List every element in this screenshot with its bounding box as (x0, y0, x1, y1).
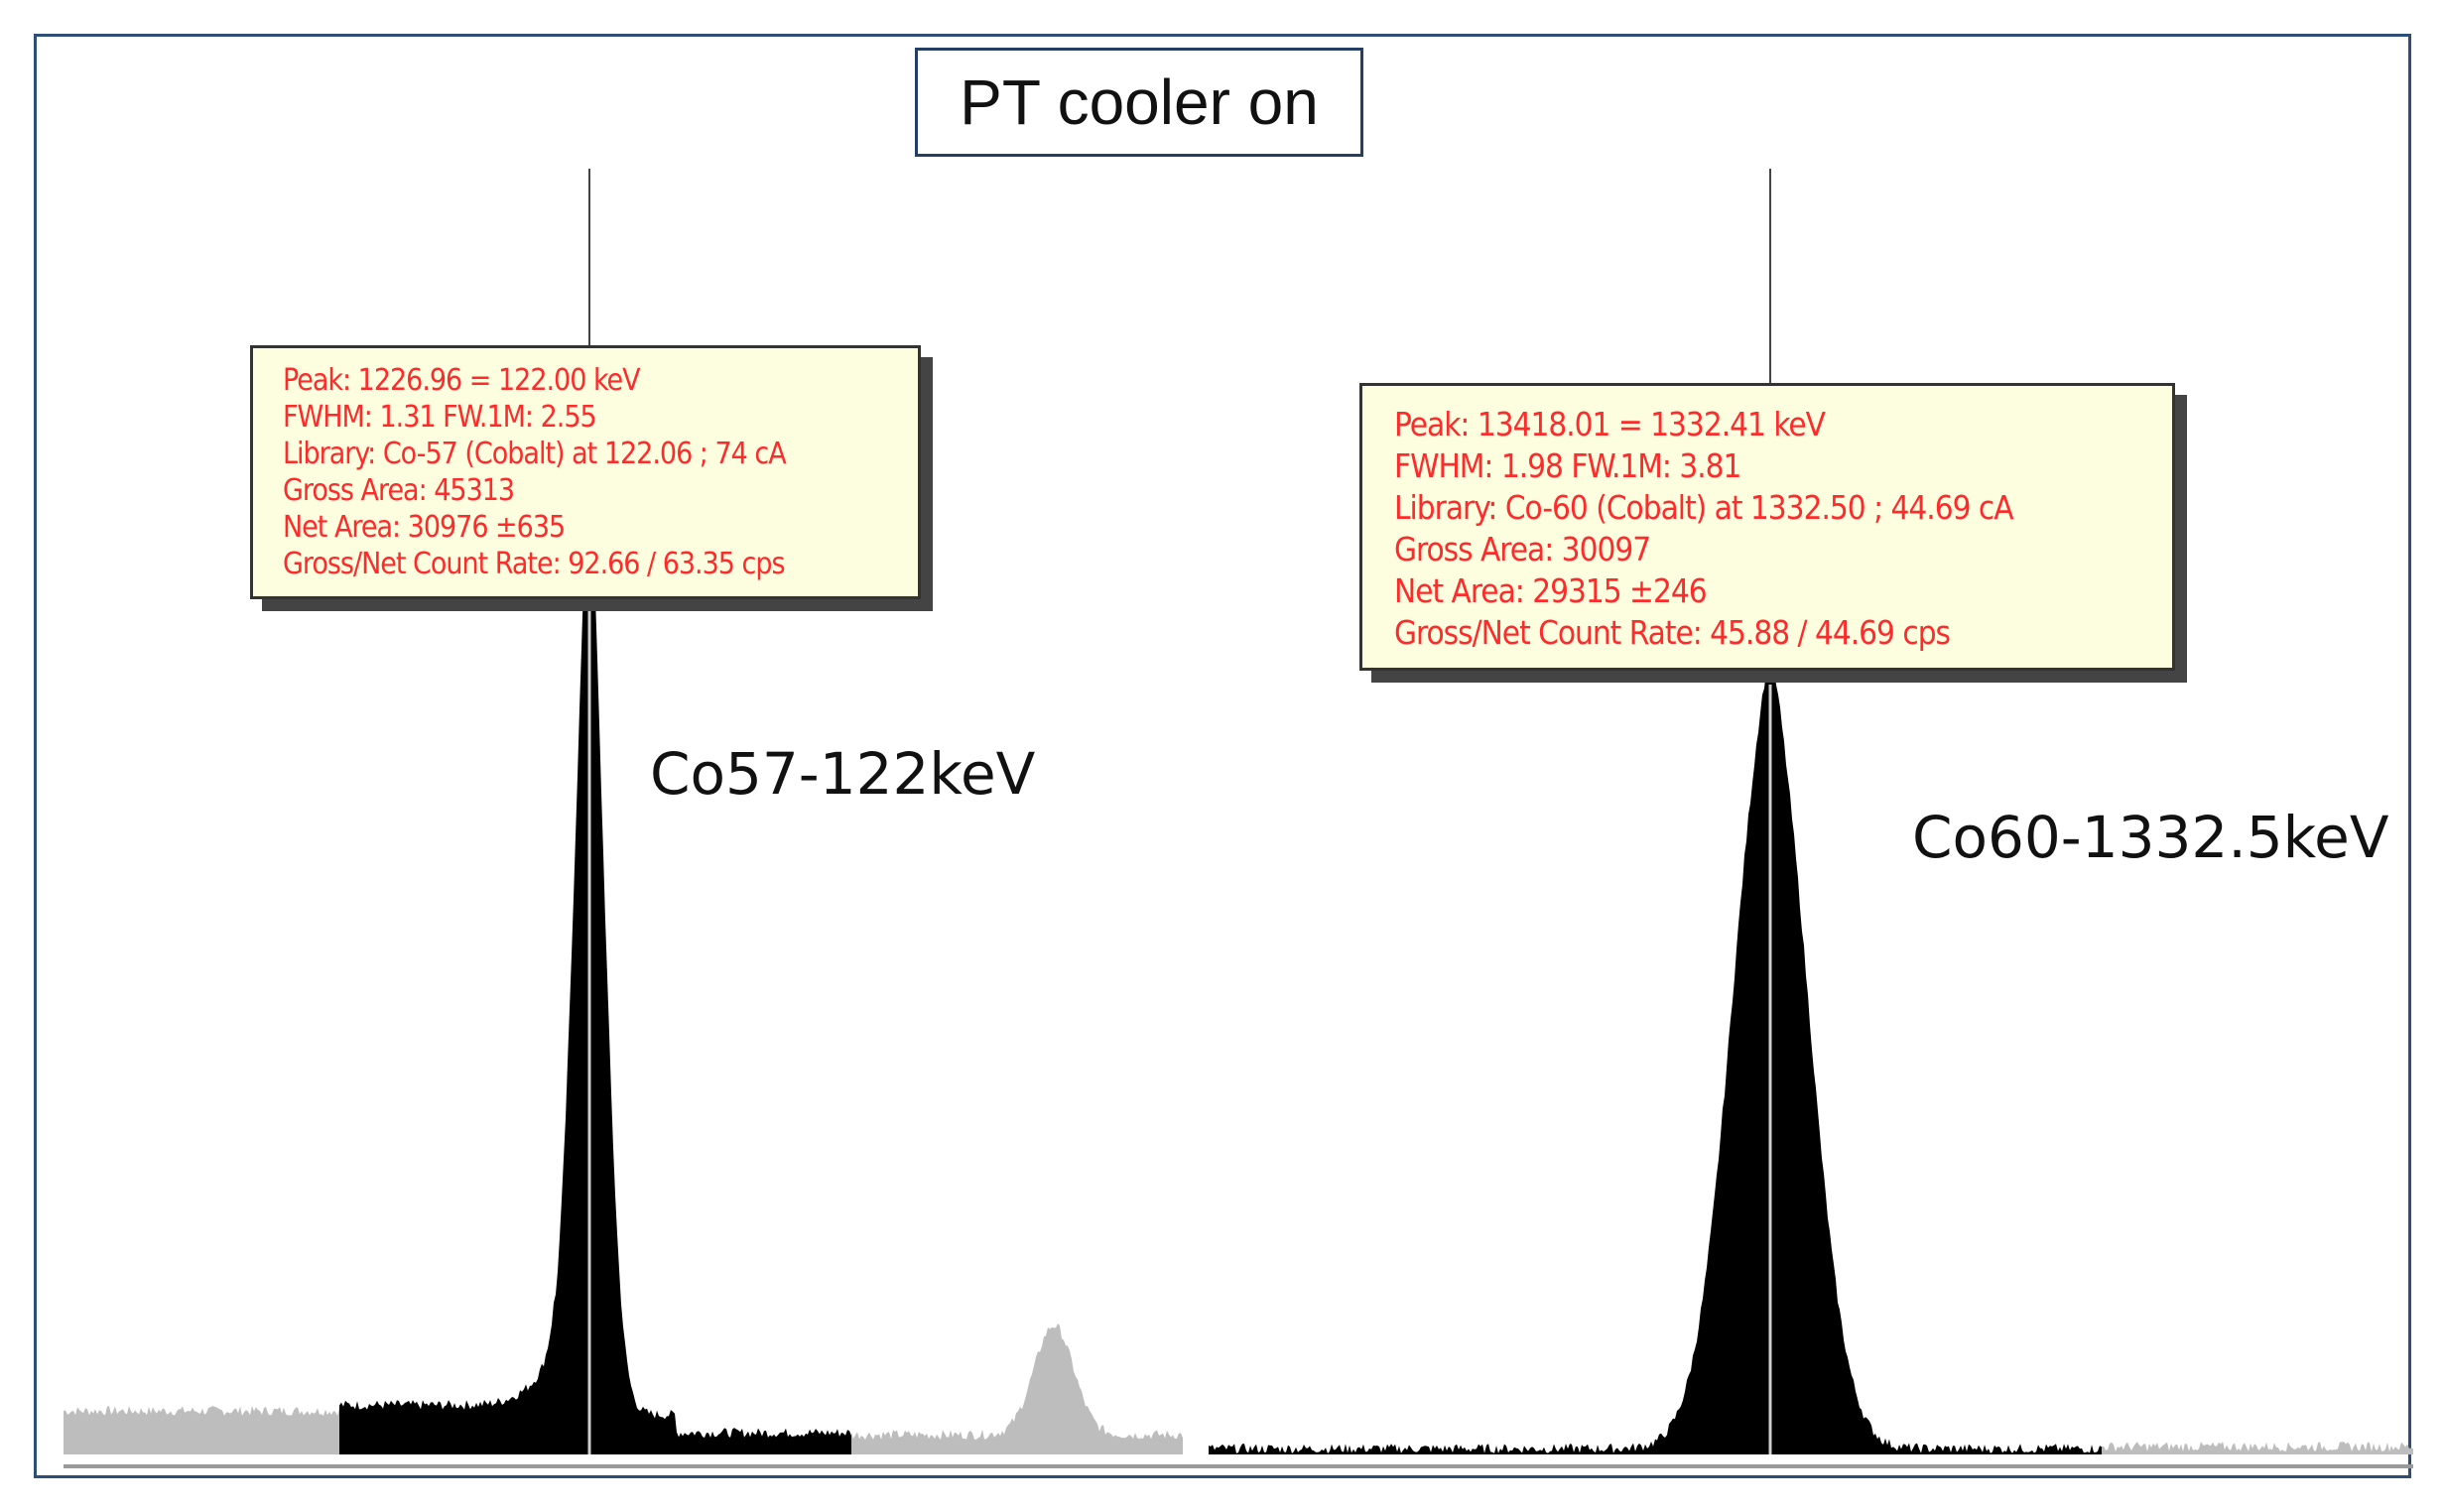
peak-info-line: FWHM: 1.98 FW.1M: 3.81 (1394, 446, 1741, 485)
peak-info-line: Gross/Net Count Rate: 92.66 / 63.35 cps (283, 547, 786, 581)
peak-info-box-co60[interactable]: Peak: 13418.01 = 1332.41 keV FWHM: 1.98 … (1359, 383, 2175, 671)
peak-info-line: Library: Co-60 (Cobalt) at 1332.50 ; 44.… (1394, 488, 2014, 527)
peak-info-line: Gross Area: 45313 (283, 473, 515, 508)
spectrum-roi-co60 (1209, 663, 2102, 1454)
spectrum-panel (34, 34, 2411, 1478)
peak-label-co57: Co57-122keV (650, 740, 1036, 808)
peak-info-line: Net Area: 30976 ±635 (283, 510, 566, 545)
peak-info-line: Library: Co-57 (Cobalt) at 122.06 ; 74 c… (283, 437, 787, 471)
peak-label-co60: Co60-1332.5keV (1912, 804, 2389, 871)
peak-info-line: FWHM: 1.31 FW.1M: 2.55 (283, 400, 597, 435)
spectrum-background-mid (851, 1323, 1183, 1454)
peak-info-line: Gross Area: 30097 (1394, 530, 1651, 568)
peak-info-line: Peak: 1226.96 = 122.00 keV (283, 363, 641, 398)
spectrum-roi-co57 (339, 484, 851, 1454)
peak-info-box-co57[interactable]: Peak: 1226.96 = 122.00 keV FWHM: 1.31 FW… (250, 345, 921, 599)
peak-info-line: Peak: 13418.01 = 1332.41 keV (1394, 405, 1826, 443)
peak-info-line: Gross/Net Count Rate: 45.88 / 44.69 cps (1394, 613, 1951, 652)
spectrum-background-right (2102, 1442, 2413, 1454)
peak-info-line: Net Area: 29315 ±246 (1394, 571, 1708, 610)
spectrum-background-left (64, 1406, 339, 1454)
page-title: PT cooler on (915, 48, 1363, 157)
